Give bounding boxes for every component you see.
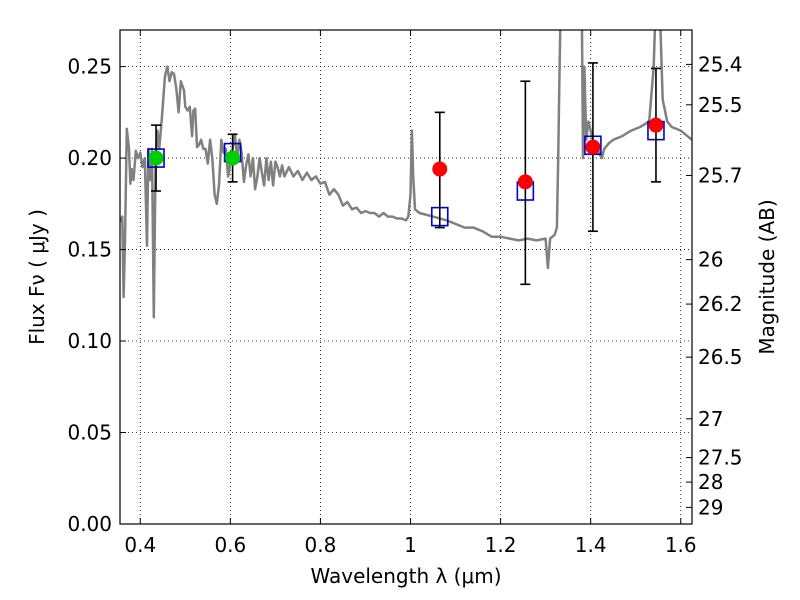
observed-flux-point xyxy=(225,150,241,166)
y-tick-label: 0.00 xyxy=(67,512,112,536)
observed-flux-point xyxy=(585,139,601,155)
x-tick-label: 0.6 xyxy=(214,533,246,557)
x-axis-label: Wavelength λ (μm) xyxy=(310,564,501,588)
y2-tick-label: 29 xyxy=(698,495,723,519)
y2-tick-label: 25.4 xyxy=(698,52,743,76)
x-tick-label: 1.4 xyxy=(575,533,607,557)
y-tick-label: 0.25 xyxy=(67,55,112,79)
observed-flux-point xyxy=(432,161,448,177)
y2-tick-label: 25.7 xyxy=(698,163,743,187)
plot-frame xyxy=(119,29,693,525)
x-tick-label: 0.4 xyxy=(124,533,156,557)
x-tick-label: 1 xyxy=(404,533,417,557)
y-tick-label: 0.20 xyxy=(67,146,112,170)
y2-axis-label: Magnitude (AB) xyxy=(755,199,779,354)
x-tick-label: 0.8 xyxy=(305,533,337,557)
ticks: 0.4 0.6 0.8 1 1.2 1.4 1.6 0.00 0.05 0.10 0.15 0.20 0… xyxy=(67,30,743,557)
grid xyxy=(120,30,692,524)
x-tick-label: 1.2 xyxy=(485,533,517,557)
plot-area xyxy=(120,30,692,319)
y2-tick-label: 26.2 xyxy=(698,292,743,316)
y-tick-label: 0.10 xyxy=(67,329,112,353)
spectrum-line xyxy=(120,30,692,319)
y2-tick-label: 26.5 xyxy=(698,345,743,369)
observed-flux-point xyxy=(517,174,533,190)
y2-tick-label: 25.5 xyxy=(698,93,743,117)
y2-tick-label: 27.5 xyxy=(698,446,743,470)
x-tick-label: 1.6 xyxy=(665,533,697,557)
observed-flux-point xyxy=(648,117,664,133)
observed-flux-point xyxy=(148,150,164,166)
y-tick-label: 0.15 xyxy=(67,238,112,262)
y-axis-label: Flux Fν ( μJy ) xyxy=(25,209,49,345)
y2-tick-label: 27 xyxy=(698,407,723,431)
y2-tick-label: 26 xyxy=(698,248,723,272)
y2-tick-label: 28 xyxy=(698,470,723,494)
y-tick-label: 0.05 xyxy=(67,421,112,445)
